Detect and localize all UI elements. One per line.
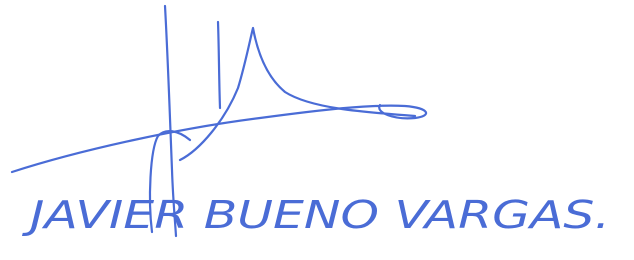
signature-name: JAVIER BUENO VARGAS. xyxy=(21,193,610,237)
signature-canvas: JAVIER BUENO VARGAS. xyxy=(0,0,634,260)
page: JAVIER BUENO VARGAS. (() => { const data… xyxy=(0,0,634,260)
